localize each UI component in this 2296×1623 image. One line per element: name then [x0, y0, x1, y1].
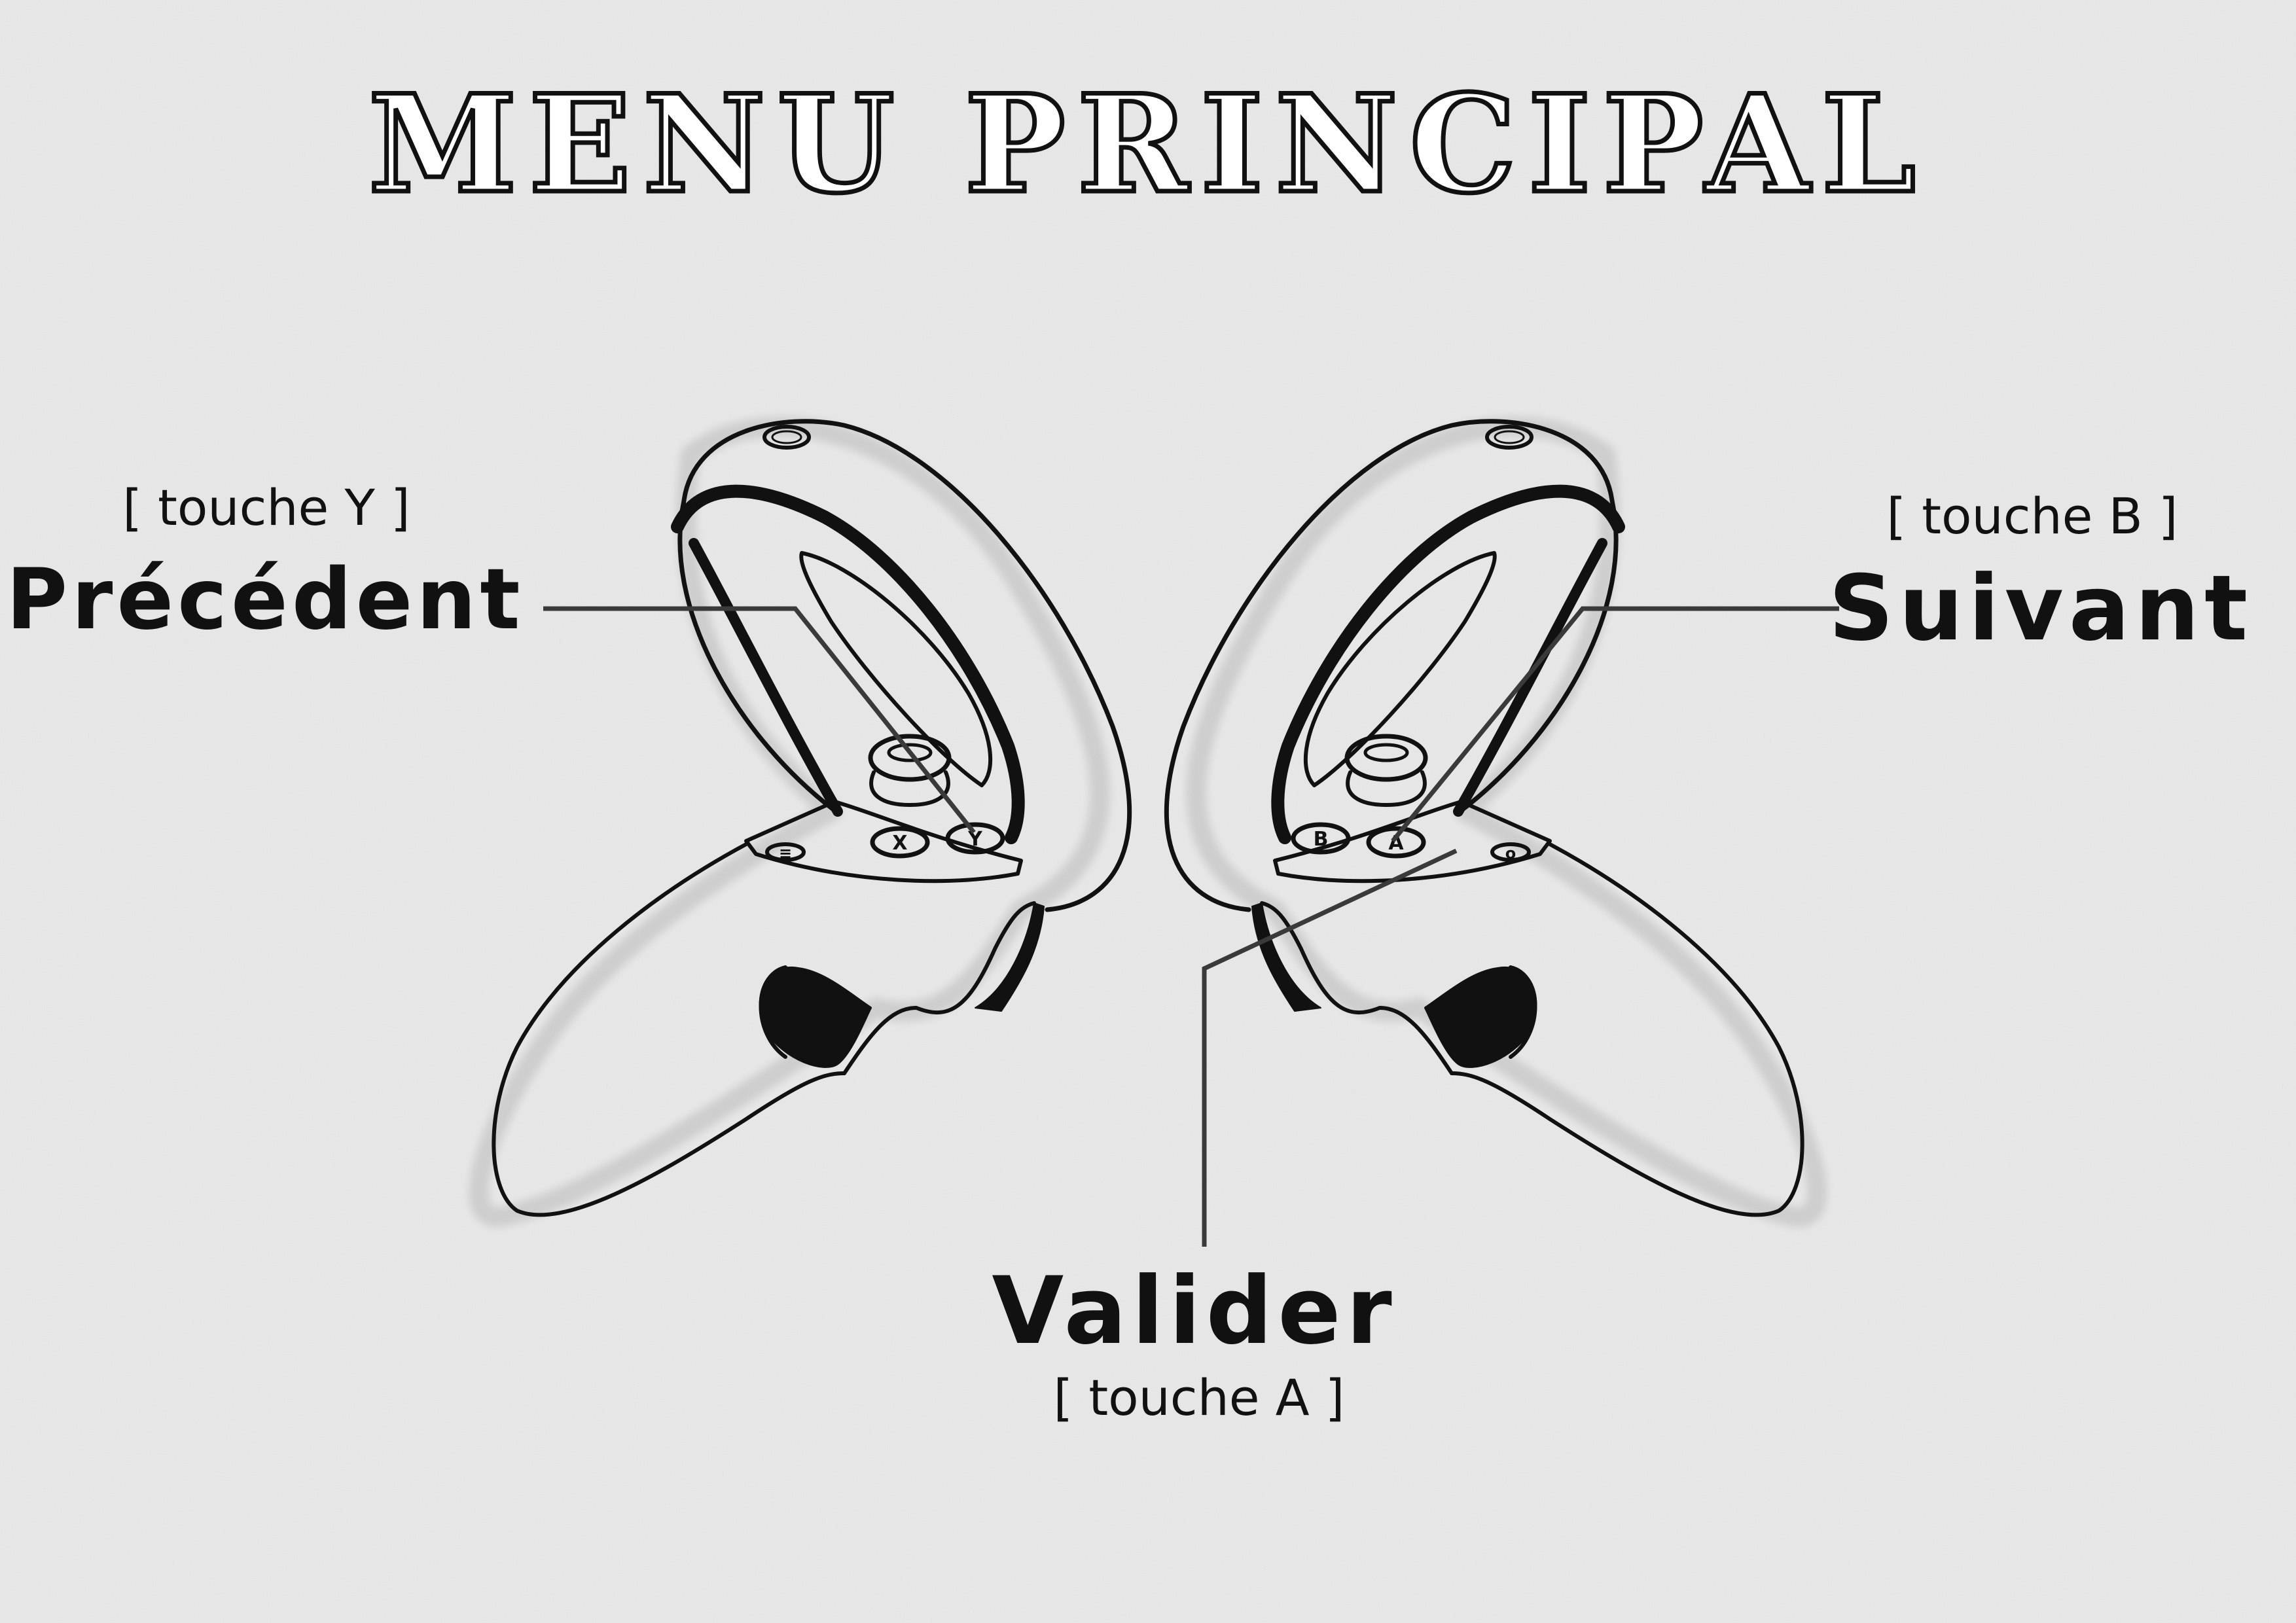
right-tracking-ring [1164, 419, 1619, 912]
left-thumbstick [868, 734, 952, 782]
left-x-button-ring [870, 826, 930, 859]
previous-action-label: Précédent [6, 551, 524, 649]
left-y-button-ring [945, 822, 1005, 855]
left-controller [469, 417, 1132, 1227]
leader-line-validate [1202, 848, 1458, 1247]
right-b-button-ring [1291, 822, 1351, 855]
left-face-plate [744, 800, 1023, 883]
left-tracking-ring [677, 419, 1132, 912]
right-thumbstick [1344, 734, 1428, 782]
previous-key-hint: [ touche Y ] [122, 478, 410, 537]
right-ring-hole [1485, 425, 1534, 450]
leader-line-next [1391, 606, 1839, 843]
next-key-hint: [ touche B ] [1886, 487, 2178, 545]
left-ring-hole [762, 425, 811, 450]
left-menu-button-icon: ≡ [779, 844, 792, 863]
left-y-button-icon: Y [967, 828, 983, 851]
left-grip [492, 842, 846, 1217]
right-oculus-button-icon: o [1505, 844, 1516, 863]
next-action-label: Suivant [1829, 556, 2253, 661]
right-oculus-button-ring [1490, 842, 1531, 862]
right-a-button-ring [1366, 826, 1426, 859]
right-grip [1450, 842, 1804, 1217]
page-title: MENU PRINCIPAL [368, 66, 1928, 223]
leader-line-previous [543, 606, 976, 834]
right-b-button-icon: B [1314, 828, 1329, 851]
right-face-plate [1273, 800, 1552, 883]
left-menu-button-ring [765, 842, 806, 862]
left-x-button-icon: X [892, 832, 907, 855]
validate-action-label: Valider [992, 1257, 1397, 1365]
validate-key-hint: [ touche A ] [1054, 1368, 1345, 1427]
